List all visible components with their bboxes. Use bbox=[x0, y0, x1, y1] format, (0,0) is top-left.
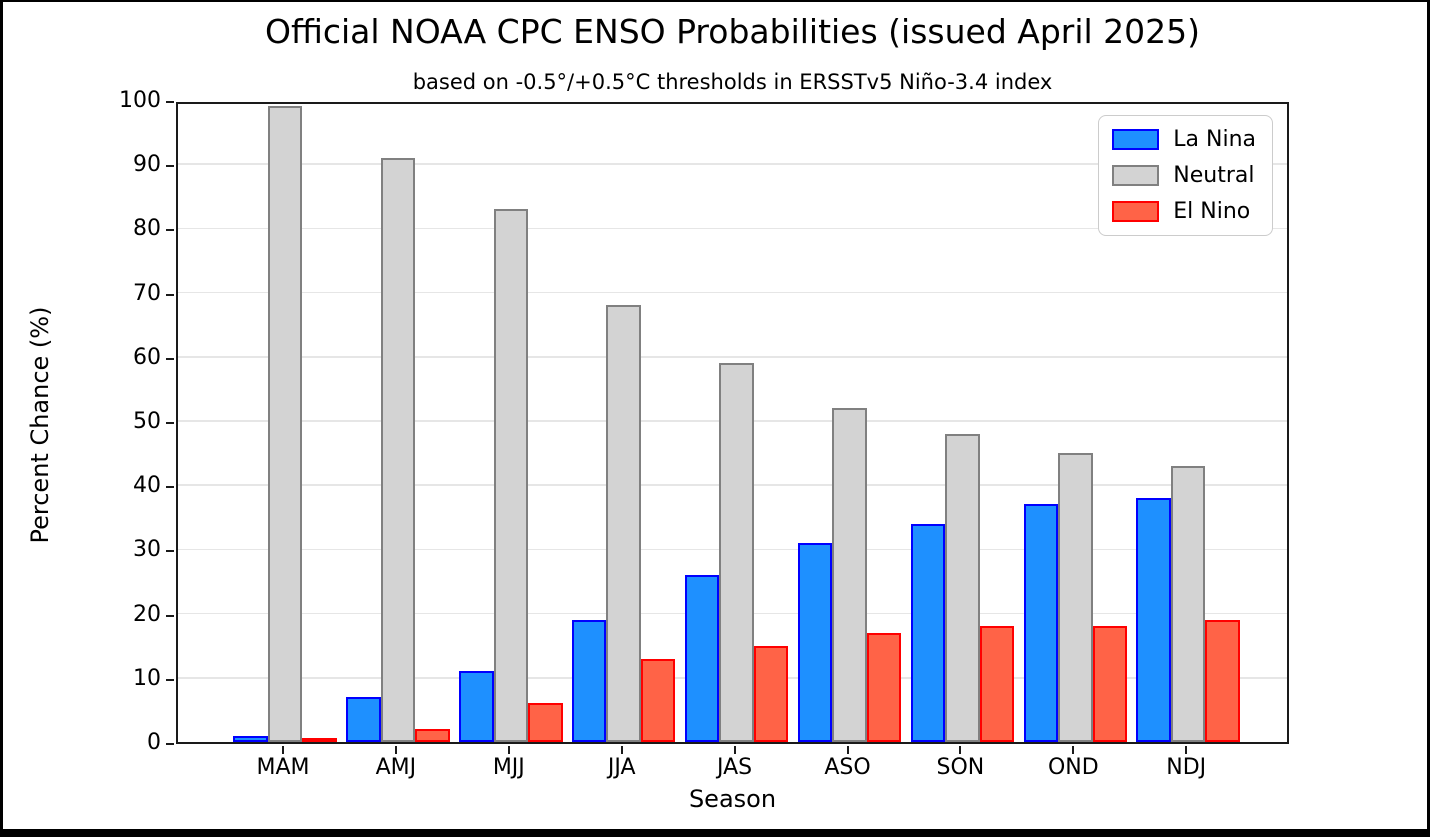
legend: La Nina Neutral El Nino bbox=[1098, 115, 1273, 236]
bar-la-nina-mam bbox=[233, 735, 268, 742]
neutral-swatch bbox=[1112, 165, 1160, 186]
bar-neutral-mam bbox=[267, 106, 303, 742]
bar-el-nino-mam bbox=[302, 738, 337, 742]
y-tick-mark-30 bbox=[166, 550, 174, 553]
bar-neutral-mjj bbox=[493, 209, 529, 742]
x-tick-label-aso: ASO bbox=[824, 755, 871, 780]
y-tick-label-10: 10 bbox=[133, 665, 161, 691]
y-tick-mark-10 bbox=[166, 678, 174, 681]
gridline-70 bbox=[178, 291, 1287, 294]
bar-neutral-jja bbox=[606, 305, 641, 742]
legend-item-la-nina: La Nina bbox=[1112, 127, 1256, 152]
y-tick-label-60: 60 bbox=[133, 344, 161, 370]
bar-la-nina-amj bbox=[346, 697, 381, 742]
bar-el-nino-jas bbox=[753, 645, 789, 742]
x-tick-label-ond: OND bbox=[1047, 755, 1099, 780]
x-tick-mark-mam bbox=[282, 746, 284, 754]
bar-la-nina-ond bbox=[1023, 504, 1059, 742]
bar-neutral-son bbox=[945, 433, 980, 742]
bar-neutral-amj bbox=[380, 157, 416, 742]
legend-item-neutral: Neutral bbox=[1112, 163, 1256, 188]
y-tick-mark-90 bbox=[166, 165, 174, 168]
x-tick-label-jja: JJA bbox=[607, 755, 636, 780]
bar-la-nina-jas bbox=[684, 575, 720, 742]
legend-label: La Nina bbox=[1173, 127, 1256, 152]
x-tick-mark-amj bbox=[394, 746, 397, 754]
legend-item-el-nino: El Nino bbox=[1112, 199, 1256, 224]
bar-el-nino-aso bbox=[866, 632, 902, 742]
x-tick-label-ndj: NDJ bbox=[1166, 755, 1207, 780]
legend-label: El Nino bbox=[1173, 199, 1251, 224]
y-tick-label-90: 90 bbox=[133, 152, 161, 178]
bar-neutral-jas bbox=[719, 363, 754, 742]
y-tick-mark-100 bbox=[166, 101, 174, 103]
bar-neutral-ond bbox=[1058, 453, 1093, 742]
gridline-80 bbox=[178, 227, 1287, 230]
x-tick-mark-ond bbox=[1072, 746, 1075, 754]
bar-neutral-aso bbox=[832, 408, 867, 742]
y-tick-mark-20 bbox=[166, 614, 174, 617]
y-tick-label-30: 30 bbox=[133, 537, 161, 563]
bar-el-nino-mjj bbox=[528, 703, 563, 742]
x-tick-label-mam: MAM bbox=[256, 755, 310, 780]
x-tick-label-jas: JAS bbox=[717, 755, 753, 780]
y-axis-title: Percent Chance (%) bbox=[26, 306, 54, 544]
gridline-60 bbox=[178, 356, 1287, 358]
bar-la-nina-ndj bbox=[1136, 498, 1171, 742]
y-tick-label-100: 100 bbox=[119, 88, 161, 113]
bar-el-nino-ndj bbox=[1205, 620, 1240, 742]
y-tick-label-0: 0 bbox=[147, 730, 161, 755]
bar-la-nina-mjj bbox=[459, 671, 494, 742]
x-tick-mark-jas bbox=[733, 746, 736, 754]
x-tick-mark-ndj bbox=[1185, 746, 1188, 754]
y-tick-mark-80 bbox=[166, 229, 174, 232]
x-tick-label-mjj: MJJ bbox=[492, 755, 525, 780]
x-tick-mark-aso bbox=[846, 746, 849, 754]
y-tick-mark-60 bbox=[166, 357, 174, 360]
y-tick-label-40: 40 bbox=[133, 473, 161, 499]
la-nina-swatch bbox=[1112, 129, 1160, 150]
y-tick-mark-0 bbox=[166, 743, 174, 745]
y-tick-label-20: 20 bbox=[133, 601, 161, 627]
bar-neutral-ndj bbox=[1170, 465, 1206, 742]
chart-title: Official NOAA CPC ENSO Probabilities (is… bbox=[264, 12, 1201, 51]
bar-el-nino-ond bbox=[1092, 626, 1128, 742]
bar-la-nina-aso bbox=[797, 542, 833, 742]
bar-el-nino-jja bbox=[640, 658, 676, 742]
chart-subtitle: based on -0.5°/+0.5°C thresholds in ERSS… bbox=[412, 70, 1053, 94]
x-tick-mark-jja bbox=[620, 746, 623, 754]
bar-el-nino-son bbox=[979, 626, 1015, 742]
y-tick-mark-40 bbox=[166, 486, 174, 489]
y-tick-label-50: 50 bbox=[133, 409, 161, 434]
x-tick-mark-mjj bbox=[507, 746, 510, 754]
y-tick-mark-50 bbox=[166, 422, 174, 424]
bar-la-nina-jja bbox=[571, 620, 607, 742]
bar-la-nina-son bbox=[910, 523, 946, 742]
gridline-90 bbox=[178, 163, 1287, 165]
x-tick-label-amj: AMJ bbox=[375, 755, 417, 780]
x-tick-label-son: SON bbox=[936, 755, 985, 780]
legend-label: Neutral bbox=[1173, 163, 1255, 188]
el-nino-swatch bbox=[1112, 201, 1160, 222]
bar-el-nino-amj bbox=[415, 729, 450, 742]
y-tick-label-70: 70 bbox=[133, 280, 161, 306]
plot-area: La Nina Neutral El Nino bbox=[176, 102, 1289, 744]
y-tick-mark-70 bbox=[166, 293, 174, 296]
y-tick-label-80: 80 bbox=[133, 216, 161, 242]
x-tick-mark-son bbox=[959, 746, 962, 754]
x-axis-title: Season bbox=[688, 785, 777, 813]
